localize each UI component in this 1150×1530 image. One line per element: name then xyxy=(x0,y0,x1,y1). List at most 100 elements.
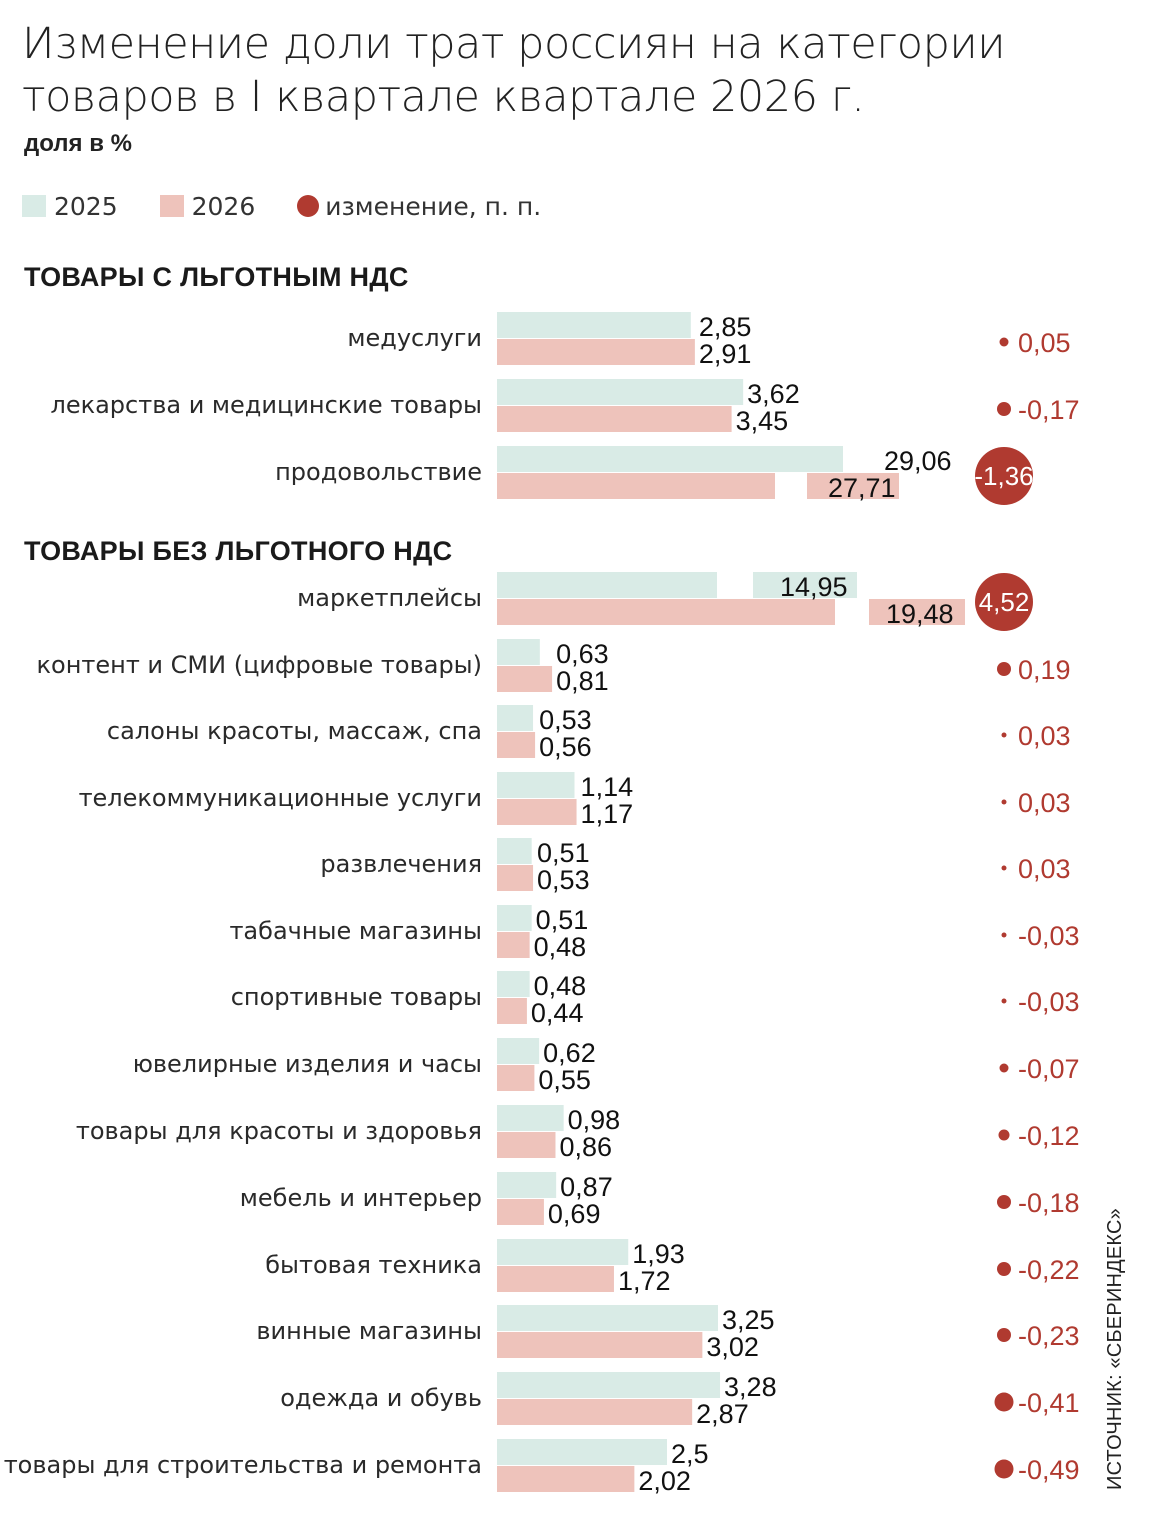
legend-swatch-2025 xyxy=(22,195,46,217)
change-label: -0,07 xyxy=(1018,1054,1080,1084)
value-label-2025: 0,98 xyxy=(568,1105,621,1135)
change-dot xyxy=(994,1392,1014,1412)
legend-label-2025: 2025 xyxy=(54,191,118,221)
bar-2026-break-part xyxy=(869,599,965,625)
change-label: -0,49 xyxy=(1018,1455,1080,1485)
source-note: ИСТОЧНИК: «СБЕРИНДЕКС» xyxy=(1104,1208,1126,1490)
category-label: мебель и интерьер xyxy=(240,1184,482,1212)
change-label: 0,19 xyxy=(1018,655,1071,685)
category-label: спортивные товары xyxy=(231,983,482,1011)
bar-2025 xyxy=(497,905,532,931)
legend-item-change: изменение, п. п. xyxy=(297,192,541,221)
bar-2026-break-part xyxy=(807,473,899,499)
value-label-2025: 2,5 xyxy=(671,1439,709,1469)
change-label: 0,05 xyxy=(1018,328,1071,358)
section-label-standard-vat: ТОВАРЫ БЕЗ ЛЬГОТНОГО НДС xyxy=(24,536,453,566)
value-label-2025: 14,95 xyxy=(780,572,848,602)
change-label: -0,03 xyxy=(1018,987,1080,1017)
change-dot xyxy=(1001,932,1007,938)
bar-2025 xyxy=(497,446,843,472)
change-label: -0,03 xyxy=(1018,921,1080,951)
value-label-2026: 1,72 xyxy=(618,1266,671,1296)
bar-2025 xyxy=(497,379,744,405)
bar-2025 xyxy=(497,1305,718,1331)
change-label: -0,23 xyxy=(1018,1321,1080,1351)
category-label: маркетплейсы xyxy=(297,584,482,612)
value-label-2026: 0,55 xyxy=(538,1065,591,1095)
change-dot xyxy=(998,1129,1010,1141)
value-label-2026: 27,71 xyxy=(828,473,896,503)
category-label: контент и СМИ (цифровые товары) xyxy=(37,651,482,679)
bar-2026 xyxy=(497,1065,535,1091)
change-dot xyxy=(1001,998,1007,1004)
bar-2026 xyxy=(497,599,835,625)
bar-2026 xyxy=(497,1266,614,1292)
change-dot xyxy=(997,1262,1011,1276)
value-label-2025: 0,48 xyxy=(534,971,587,1001)
legend-item-2026: 2026 xyxy=(159,191,256,221)
change-dot xyxy=(975,573,1033,631)
bar-2026 xyxy=(497,666,553,692)
category-label: товары для красоты и здоровья xyxy=(76,1117,482,1145)
category-label: лекарства и медицинские товары xyxy=(51,391,483,419)
legend-label-2026: 2026 xyxy=(191,191,256,221)
change-dot xyxy=(997,1328,1011,1342)
bar-2025 xyxy=(497,639,540,665)
change-label: 0,03 xyxy=(1018,854,1071,884)
bar-2025 xyxy=(497,1172,557,1198)
bar-2025 xyxy=(497,772,575,798)
change-dot xyxy=(1001,732,1007,738)
category-label: одежда и обувь xyxy=(280,1384,482,1412)
value-label-2025: 3,28 xyxy=(724,1372,777,1402)
value-label-2025: 0,51 xyxy=(537,838,590,868)
bar-2025 xyxy=(497,971,530,997)
value-label-2026: 3,02 xyxy=(706,1332,759,1362)
bar-2025 xyxy=(497,1239,629,1265)
legend-item-2025: 2025 xyxy=(22,192,118,221)
bar-2025 xyxy=(497,705,534,731)
chart-subtitle: доля в % xyxy=(24,130,132,157)
bar-2025 xyxy=(497,838,532,864)
value-label-2025: 0,53 xyxy=(539,705,592,735)
bar-2026 xyxy=(497,998,527,1024)
change-dot xyxy=(999,337,1009,347)
bar-2026 xyxy=(497,1199,544,1225)
bar-2026 xyxy=(497,1399,693,1425)
value-label-2026: 0,44 xyxy=(531,998,584,1028)
bar-2026 xyxy=(497,1132,556,1158)
change-dot xyxy=(997,1195,1011,1209)
value-label-2026: 3,45 xyxy=(736,406,789,436)
category-label: табачные магазины xyxy=(229,917,482,945)
category-label: медуслуги xyxy=(347,324,482,352)
value-label-2026: 0,69 xyxy=(548,1199,601,1229)
category-label: товары для строительства и ремонта xyxy=(4,1451,482,1479)
bar-2025 xyxy=(497,1105,564,1131)
bar-2025 xyxy=(497,312,691,338)
bar-2025-break-part xyxy=(753,572,857,598)
value-label-2026: 0,86 xyxy=(559,1132,612,1162)
category-label: салоны красоты, массаж, спа xyxy=(107,717,482,745)
bar-2026 xyxy=(497,1466,635,1492)
category-label: бытовая техника xyxy=(265,1251,482,1279)
category-label: телекоммуникационные услуги xyxy=(79,784,482,812)
bar-2025 xyxy=(497,1439,667,1465)
value-label-2025: 1,93 xyxy=(632,1239,685,1269)
category-label: винные магазины xyxy=(256,1317,482,1345)
legend-dot-change xyxy=(297,195,320,217)
value-label-2025: 3,62 xyxy=(747,379,800,409)
bar-2026 xyxy=(497,473,775,499)
value-label-2026: 19,48 xyxy=(886,599,954,629)
change-label: -0,12 xyxy=(1018,1121,1080,1151)
value-label-2025: 0,51 xyxy=(536,905,589,935)
bar-2026 xyxy=(497,732,536,758)
change-label: -0,41 xyxy=(1018,1388,1080,1418)
change-dot xyxy=(994,1459,1014,1479)
bar-2025 xyxy=(497,1372,721,1398)
value-label-2025: 0,63 xyxy=(556,639,609,669)
bar-2026 xyxy=(497,1332,703,1358)
change-label: -0,17 xyxy=(1018,395,1080,425)
value-label-2025: 0,62 xyxy=(543,1038,596,1068)
change-label: -1,36 xyxy=(974,461,1033,491)
change-dot xyxy=(1001,799,1007,805)
section-label-reduced-vat: ТОВАРЫ С ЛЬГОТНЫМ НДС xyxy=(24,262,409,292)
